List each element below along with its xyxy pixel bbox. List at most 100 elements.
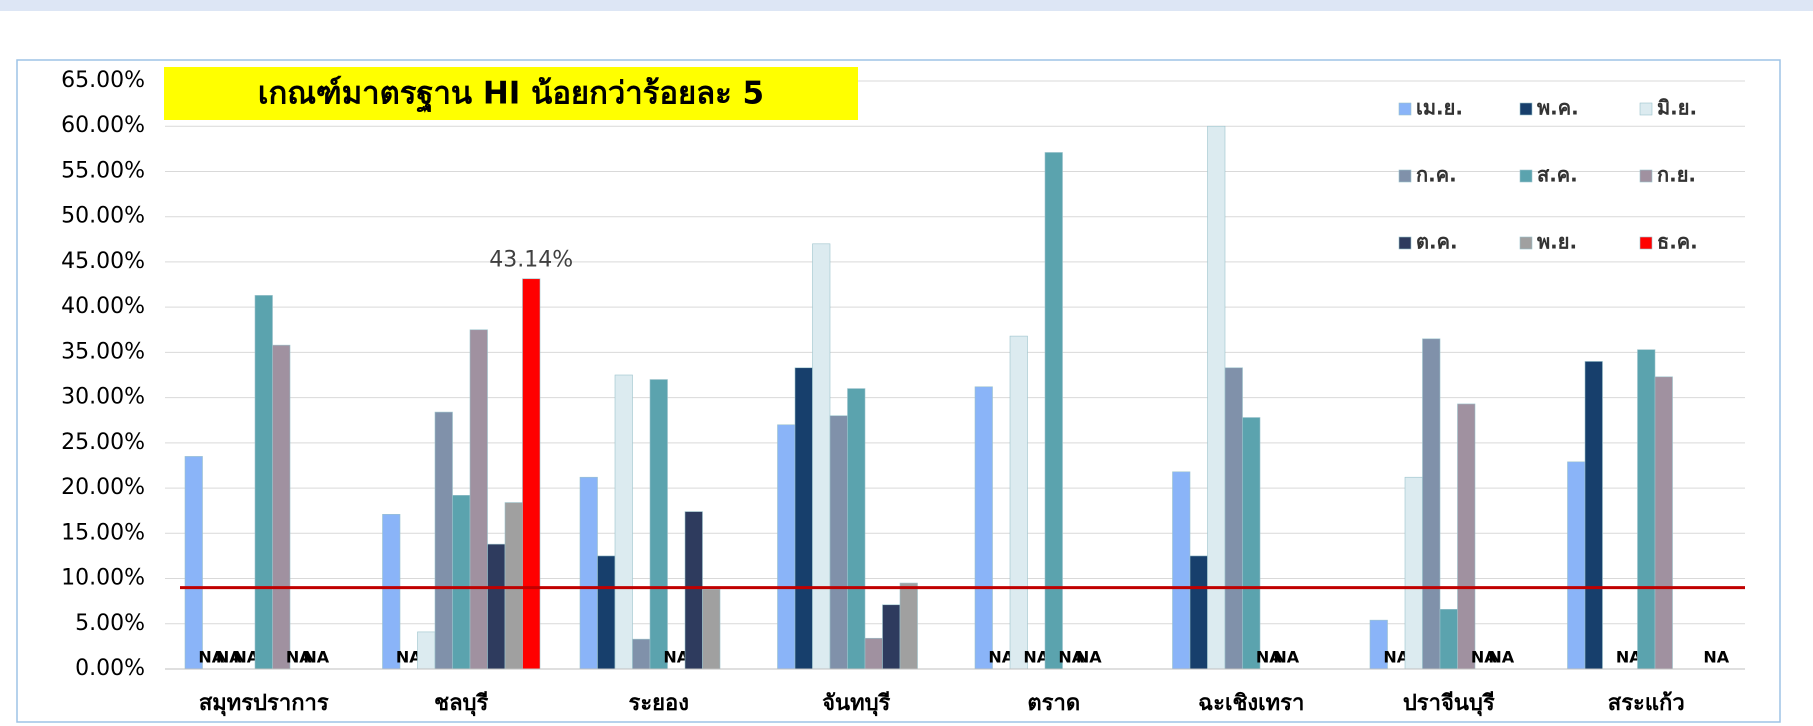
y-tick-label: 30.00% xyxy=(61,385,145,410)
na-label: NA xyxy=(396,648,422,667)
na-label: NA xyxy=(1058,648,1084,667)
y-tick-label: 5.00% xyxy=(75,611,145,636)
x-tick-label: สมุทรปราการ xyxy=(199,691,329,717)
bar xyxy=(1009,335,1028,670)
legend-label: พ.ย. xyxy=(1537,230,1577,254)
legend-swatch xyxy=(1398,169,1412,183)
legend-swatch xyxy=(1398,236,1412,250)
na-label: NA xyxy=(1256,648,1282,667)
y-tick-label: 60.00% xyxy=(61,113,145,138)
legend-swatch xyxy=(1398,102,1412,116)
bar xyxy=(434,411,453,670)
bar xyxy=(1457,403,1476,670)
na-label: NA xyxy=(233,648,259,667)
bar xyxy=(272,344,291,670)
bar xyxy=(649,379,668,670)
y-tick-label: 45.00% xyxy=(61,249,145,274)
y-tick-label: 65.00% xyxy=(61,68,145,93)
chart-title: เกณฑ์มาตรฐาน HI น้อยกว่าร้อยละ 5 xyxy=(258,76,764,114)
legend-swatch xyxy=(1519,169,1533,183)
y-tick-label: 35.00% xyxy=(61,339,145,364)
bar xyxy=(417,631,436,670)
bar xyxy=(1637,349,1656,670)
bar xyxy=(847,388,866,670)
na-label: NA xyxy=(198,648,224,667)
x-tick-label: ฉะเชิงเทรา xyxy=(1198,691,1304,716)
y-tick-label: 20.00% xyxy=(61,475,145,500)
legend-label: ส.ค. xyxy=(1537,163,1578,187)
bar xyxy=(597,555,616,670)
y-tick-label: 15.00% xyxy=(61,520,145,545)
bar xyxy=(829,415,848,670)
legend-label: ต.ค. xyxy=(1416,230,1458,254)
na-label: NA xyxy=(1273,648,1299,667)
bar xyxy=(522,278,541,670)
top-band xyxy=(0,0,1813,11)
bar xyxy=(777,424,796,670)
y-tick-label: 50.00% xyxy=(61,204,145,229)
bar xyxy=(452,495,471,670)
x-tick-label: จันทบุรี xyxy=(822,691,890,717)
bar xyxy=(702,589,721,670)
bar xyxy=(1404,476,1423,670)
legend-swatch xyxy=(1519,102,1533,116)
na-label: NA xyxy=(1076,648,1102,667)
na-label: NA xyxy=(1023,648,1049,667)
bar xyxy=(1567,461,1586,670)
bar xyxy=(1172,471,1191,670)
y-tick-label: 40.00% xyxy=(61,294,145,319)
x-tick-label: ชลบุรี xyxy=(434,691,488,717)
y-tick-label: 55.00% xyxy=(61,158,145,183)
legend-swatch xyxy=(1639,102,1653,116)
value-label: 43.14% xyxy=(489,248,573,273)
bar xyxy=(974,386,993,670)
y-tick-label: 10.00% xyxy=(61,566,145,591)
bar xyxy=(1224,367,1243,670)
bar xyxy=(1189,555,1208,670)
bar xyxy=(184,456,203,670)
bar xyxy=(864,637,883,670)
title-box xyxy=(164,67,858,120)
legend-label: พ.ค. xyxy=(1537,96,1579,120)
bar xyxy=(899,582,918,670)
x-tick-label: ปราจีนบุรี xyxy=(1403,691,1495,717)
na-label: NA xyxy=(1471,648,1497,667)
legend-label: ก.ย. xyxy=(1657,163,1696,187)
bar xyxy=(1044,152,1063,670)
na-label: NA xyxy=(1383,648,1409,667)
bar xyxy=(504,502,523,670)
bar xyxy=(487,543,506,670)
x-tick-label: สระแก้ว xyxy=(1608,691,1685,716)
legend-swatch xyxy=(1519,236,1533,250)
na-label: NA xyxy=(1703,648,1729,667)
legend-label: มิ.ย. xyxy=(1657,96,1697,120)
bar xyxy=(1422,338,1441,670)
bar xyxy=(812,243,831,670)
bar xyxy=(1654,376,1673,670)
bar xyxy=(1439,608,1458,670)
x-tick-label: ระยอง xyxy=(629,691,689,716)
bar xyxy=(254,295,273,670)
bar xyxy=(632,638,651,670)
legend-label: ธ.ค. xyxy=(1657,230,1698,254)
na-label: NA xyxy=(988,648,1014,667)
legend-label: ก.ค. xyxy=(1416,163,1457,187)
bar xyxy=(579,476,598,670)
bar xyxy=(614,374,633,670)
x-tick-label: ตราด xyxy=(1027,691,1080,716)
na-label: NA xyxy=(303,648,329,667)
legend-swatch xyxy=(1639,236,1653,250)
na-label: NA xyxy=(663,648,689,667)
na-label: NA xyxy=(286,648,312,667)
na-label: NA xyxy=(1488,648,1514,667)
bar xyxy=(382,514,401,670)
bar xyxy=(469,329,488,670)
na-label: NA xyxy=(216,648,242,667)
y-tick-label: 0.00% xyxy=(75,656,145,681)
na-label: NA xyxy=(1616,648,1642,667)
bar xyxy=(1584,361,1603,670)
bar xyxy=(684,511,703,670)
bar xyxy=(882,604,901,670)
legend-label: เม.ย. xyxy=(1416,96,1463,120)
